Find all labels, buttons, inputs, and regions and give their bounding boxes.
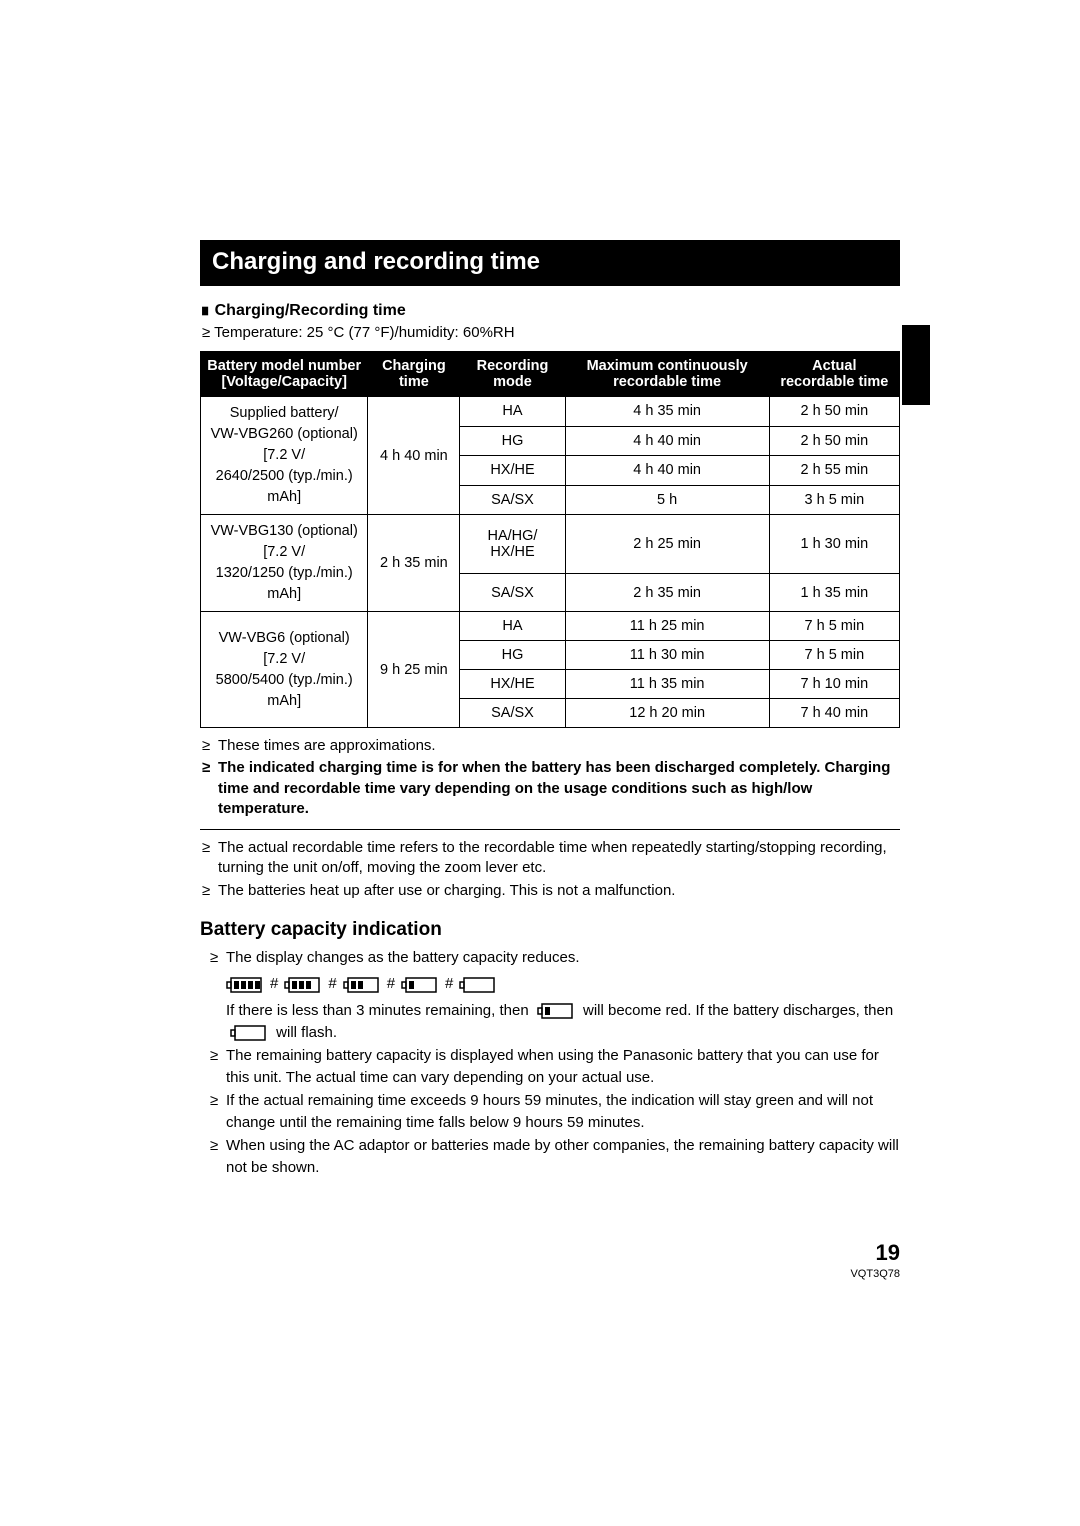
cell-max: 4 h 35 min xyxy=(565,397,769,427)
arrow-icon: # xyxy=(445,973,453,996)
th-mode: Recording mode xyxy=(460,352,565,397)
cell-max: 4 h 40 min xyxy=(565,456,769,486)
cell-max: 2 h 35 min xyxy=(565,574,769,612)
cell-max: 11 h 30 min xyxy=(565,641,769,670)
battery-low-icon xyxy=(537,1003,575,1019)
battery-icon xyxy=(401,977,439,993)
battery-icon xyxy=(284,977,322,993)
th-max: Maximum continuously recordable time xyxy=(565,352,769,397)
cell-model: VW-VBG130 (optional)[7.2 V/1320/1250 (ty… xyxy=(201,515,368,612)
note-item: The batteries heat up after use or charg… xyxy=(218,881,900,901)
red-warning-c: will flash. xyxy=(276,1024,337,1041)
condition-line: Temperature: 25 °C (77 °F)/humidity: 60%… xyxy=(200,324,900,341)
capacity-bullet: When using the AC adaptor or batteries m… xyxy=(226,1135,900,1180)
cell-mode: HX/HE xyxy=(460,670,565,699)
battery-icon xyxy=(226,977,264,993)
notes-top-list: These times are approximations.The indic… xyxy=(200,736,900,819)
cell-mode: HX/HE xyxy=(460,456,565,486)
cell-mode: SA/SX xyxy=(460,699,565,728)
battery-icon xyxy=(343,977,381,993)
red-warning-a: If there is less than 3 minutes remainin… xyxy=(226,1002,533,1019)
cell-mode: HG xyxy=(460,641,565,670)
cell-actual: 1 h 35 min xyxy=(769,574,899,612)
cell-actual: 7 h 5 min xyxy=(769,612,899,641)
cell-mode: SA/SX xyxy=(460,574,565,612)
cell-max: 5 h xyxy=(565,485,769,515)
cell-actual: 3 h 5 min xyxy=(769,485,899,515)
arrow-icon: # xyxy=(387,973,395,996)
side-tab xyxy=(902,325,930,405)
notes-mid-list: The actual recordable time refers to the… xyxy=(200,838,900,901)
battery-icon xyxy=(459,977,497,993)
note-item: The indicated charging time is for when … xyxy=(218,758,900,819)
note-item: These times are approximations. xyxy=(218,736,900,756)
battery-capacity-box: The display changes as the battery capac… xyxy=(200,947,900,1180)
cell-model: VW-VBG6 (optional)[7.2 V/5800/5400 (typ.… xyxy=(201,612,368,728)
cell-mode: HA xyxy=(460,612,565,641)
cell-actual: 2 h 55 min xyxy=(769,456,899,486)
cell-charging: 4 h 40 min xyxy=(368,397,460,515)
cell-actual: 2 h 50 min xyxy=(769,397,899,427)
cell-max: 11 h 25 min xyxy=(565,612,769,641)
cell-actual: 2 h 50 min xyxy=(769,426,899,456)
cell-actual: 7 h 10 min xyxy=(769,670,899,699)
capacity-intro: The display changes as the battery capac… xyxy=(226,947,900,1045)
arrow-icon: # xyxy=(270,973,278,996)
separator-line xyxy=(200,829,900,830)
arrow-icon: # xyxy=(328,973,336,996)
manual-page: Charging and recording time Charging/Rec… xyxy=(0,0,1080,1340)
page-number: 19 xyxy=(200,1240,900,1266)
cell-actual: 7 h 40 min xyxy=(769,699,899,728)
section-title: Charging and recording time xyxy=(200,240,900,286)
subsection-heading: Battery capacity indication xyxy=(200,919,900,941)
cell-charging: 2 h 35 min xyxy=(368,515,460,612)
cell-mode: HA xyxy=(460,397,565,427)
doc-code: VQT3Q78 xyxy=(200,1268,900,1280)
cell-mode: HG xyxy=(460,426,565,456)
capacity-bullet: The remaining battery capacity is displa… xyxy=(226,1045,900,1090)
red-warning-b: will become red. If the battery discharg… xyxy=(583,1002,893,1019)
table-row: VW-VBG6 (optional)[7.2 V/5800/5400 (typ.… xyxy=(201,612,900,641)
cell-max: 12 h 20 min xyxy=(565,699,769,728)
sub-heading: Charging/Recording time xyxy=(200,300,900,320)
capacity-bullet: If the actual remaining time exceeds 9 h… xyxy=(226,1090,900,1135)
table-row: VW-VBG130 (optional)[7.2 V/1320/1250 (ty… xyxy=(201,515,900,574)
cell-actual: 7 h 5 min xyxy=(769,641,899,670)
th-model: Battery model number [Voltage/Capacity] xyxy=(201,352,368,397)
cell-actual: 1 h 30 min xyxy=(769,515,899,574)
cell-model: Supplied battery/VW-VBG260 (optional)[7.… xyxy=(201,397,368,515)
capacity-bullets: The remaining battery capacity is displa… xyxy=(226,1045,900,1180)
charging-recording-table: Battery model number [Voltage/Capacity] … xyxy=(200,351,900,728)
cell-charging: 9 h 25 min xyxy=(368,612,460,728)
table-row: Supplied battery/VW-VBG260 (optional)[7.… xyxy=(201,397,900,427)
cell-max: 11 h 35 min xyxy=(565,670,769,699)
cell-max: 4 h 40 min xyxy=(565,426,769,456)
cell-max: 2 h 25 min xyxy=(565,515,769,574)
cell-mode: HA/HG/ HX/HE xyxy=(460,515,565,574)
cell-mode: SA/SX xyxy=(460,485,565,515)
note-item: The actual recordable time refers to the… xyxy=(218,838,900,879)
battery-icon-row: # # # # xyxy=(226,973,900,996)
th-charging: Charging time xyxy=(368,352,460,397)
th-actual: Actual recordable time xyxy=(769,352,899,397)
battery-empty-icon xyxy=(230,1025,268,1041)
